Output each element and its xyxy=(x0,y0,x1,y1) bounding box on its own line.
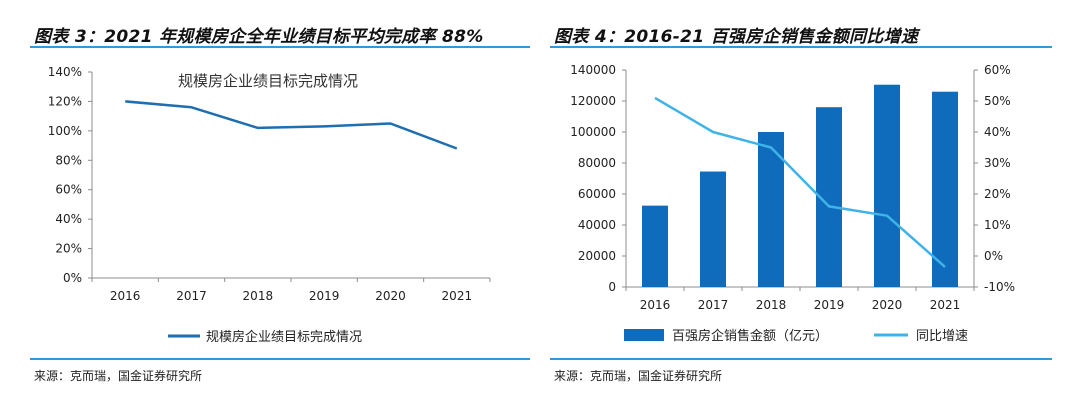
x-tick-label: 2021 xyxy=(442,289,473,303)
y-tick-label: 100% xyxy=(48,124,82,138)
left-y-tick-label: 20000 xyxy=(578,249,616,263)
sales-bar xyxy=(932,91,958,287)
left-y-tick-label: 140000 xyxy=(570,63,616,77)
right-y-tick-label: 30% xyxy=(984,156,1011,170)
right-y-tick-label: -10% xyxy=(984,280,1015,294)
left-y-tick-label: 0 xyxy=(608,280,616,294)
right-y-tick-label: 50% xyxy=(984,94,1011,108)
left-y-tick-label: 60000 xyxy=(578,187,616,201)
right-y-tick-label: 60% xyxy=(984,63,1011,77)
x-tick-label: 2020 xyxy=(375,289,406,303)
x-tick-label: 2016 xyxy=(110,289,141,303)
left-y-tick-label: 40000 xyxy=(578,218,616,232)
y-tick-label: 20% xyxy=(55,242,82,256)
right-y-tick-label: 20% xyxy=(984,187,1011,201)
x-tick-label: 2018 xyxy=(243,289,274,303)
right-chart-panel: 图表 4：2016-21 百强房企销售金额同比增速 0 20000 40000 600… xyxy=(548,0,1080,406)
right-bottom-rule xyxy=(550,358,1052,360)
legend-line-label: 同比增速 xyxy=(916,329,968,344)
growth-rate-line xyxy=(654,96,946,268)
y-tick-label: 80% xyxy=(55,153,82,167)
completion-rate-line xyxy=(125,100,458,150)
y-tick-label: 40% xyxy=(55,212,82,226)
left-figure-title: 图表 3：2021 年规模房企全年业绩目标平均完成率 88% xyxy=(34,27,484,47)
left-source-note: 来源：克而瑞，国金证券研究所 xyxy=(34,369,203,383)
left-line-chart: 0% 20% 40% 60% 80% 100% 120% 140% 2016 2017 2018 20… xyxy=(48,65,491,345)
y-tick-label: 60% xyxy=(55,183,82,197)
left-bottom-rule xyxy=(30,358,530,360)
right-y-tick-label: 40% xyxy=(984,125,1011,139)
sales-bar xyxy=(874,84,900,287)
right-y-tick-label: 0% xyxy=(984,249,1003,263)
x-tick-label: 2016 xyxy=(640,298,671,312)
x-tick-label: 2019 xyxy=(814,298,845,312)
x-tick-label: 2017 xyxy=(176,289,207,303)
right-figure-title: 图表 4：2016-21 百强房企销售金额同比增速 xyxy=(554,27,919,47)
x-tick-label: 2018 xyxy=(756,298,787,312)
legend-label: 规模房企业绩目标完成情况 xyxy=(206,329,362,345)
left-y-tick-label: 80000 xyxy=(578,156,616,170)
x-tick-label: 2020 xyxy=(872,298,903,312)
sales-bar xyxy=(642,205,668,287)
right-source-note: 来源：克而瑞，国金证券研究所 xyxy=(554,369,723,383)
left-y-tick-label: 100000 xyxy=(570,125,616,139)
y-tick-label: 140% xyxy=(48,65,82,79)
right-title-rule xyxy=(550,46,1052,48)
left-title-rule xyxy=(30,46,530,48)
y-tick-label: 0% xyxy=(63,271,82,285)
y-tick-label: 120% xyxy=(48,94,82,108)
left-y-tick-label: 120000 xyxy=(570,94,616,108)
x-tick-label: 2021 xyxy=(930,298,961,312)
legend-bar-swatch xyxy=(624,329,664,341)
x-tick-label: 2019 xyxy=(309,289,340,303)
right-combo-chart: 0 20000 40000 60000 80000 100000 120000 140000 -… xyxy=(570,63,1015,344)
left-chart-panel: 图表 3：2021 年规模房企全年业绩目标平均完成率 88% 0% 20% 40% 6… xyxy=(30,27,530,383)
legend-bar-label: 百强房企销售金额（亿元） xyxy=(672,328,828,344)
chart-inner-title: 规模房企业绩目标完成情况 xyxy=(178,72,358,90)
right-y-tick-label: 10% xyxy=(984,218,1011,232)
sales-bar xyxy=(700,171,726,287)
x-tick-label: 2017 xyxy=(698,298,729,312)
